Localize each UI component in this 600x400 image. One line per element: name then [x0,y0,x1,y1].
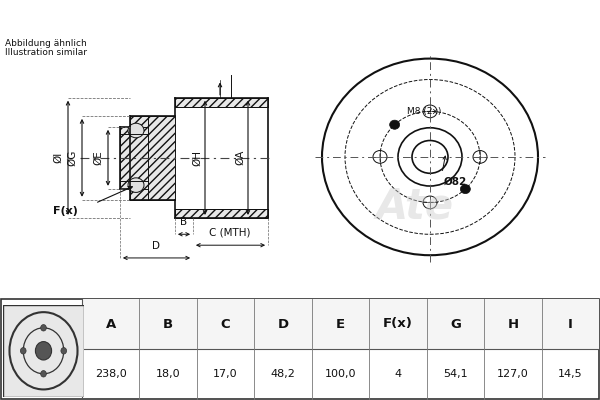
Text: Abbildung ähnlich: Abbildung ähnlich [5,38,87,48]
Circle shape [20,348,26,354]
Text: C: C [221,318,230,330]
Bar [130,116,175,200]
Bar [130,116,175,200]
Bar [175,209,268,218]
Text: ØH: ØH [192,150,202,166]
Bar [175,107,268,209]
Circle shape [460,184,470,194]
Text: Illustration similar: Illustration similar [5,48,87,57]
Text: Ate: Ate [376,186,454,228]
Text: ØI: ØI [53,152,63,164]
Bar [175,98,268,107]
Text: B: B [163,318,173,330]
Text: D: D [277,318,289,330]
Text: 18,0: 18,0 [156,369,181,379]
Text: G: G [450,318,461,330]
Circle shape [128,178,144,192]
Bar [175,209,268,218]
Text: Ø82: Ø82 [444,177,467,187]
Text: A: A [106,318,116,330]
Bar [82,299,599,349]
Text: 17,0: 17,0 [213,369,238,379]
Text: ØG: ØG [67,150,77,166]
Text: M8 (2x): M8 (2x) [407,106,441,116]
Bar [175,98,268,107]
Text: 24.0118-0110.1: 24.0118-0110.1 [166,8,338,26]
Circle shape [61,348,67,354]
Text: 48,2: 48,2 [271,369,295,379]
Circle shape [41,370,46,377]
Circle shape [41,324,46,331]
Text: 54,1: 54,1 [443,369,468,379]
Text: ØE: ØE [93,150,103,165]
Text: C (MTH): C (MTH) [209,228,251,238]
Text: B: B [181,217,188,227]
Text: 418110: 418110 [391,8,473,26]
Text: E: E [336,318,345,330]
Text: H: H [507,318,518,330]
Text: 14,5: 14,5 [558,369,583,379]
Circle shape [35,342,52,360]
Text: 238,0: 238,0 [95,369,127,379]
Text: ØA: ØA [235,150,245,166]
Text: 4: 4 [394,369,401,379]
Text: I: I [568,318,573,330]
Bar [120,127,148,189]
Text: 127,0: 127,0 [497,369,529,379]
Bar [130,116,175,200]
Bar [120,127,148,189]
Text: F(x): F(x) [53,206,77,216]
Text: D: D [152,241,160,251]
Circle shape [128,123,144,138]
Text: 100,0: 100,0 [325,369,356,379]
Text: F(x): F(x) [383,318,413,330]
Circle shape [389,120,400,129]
